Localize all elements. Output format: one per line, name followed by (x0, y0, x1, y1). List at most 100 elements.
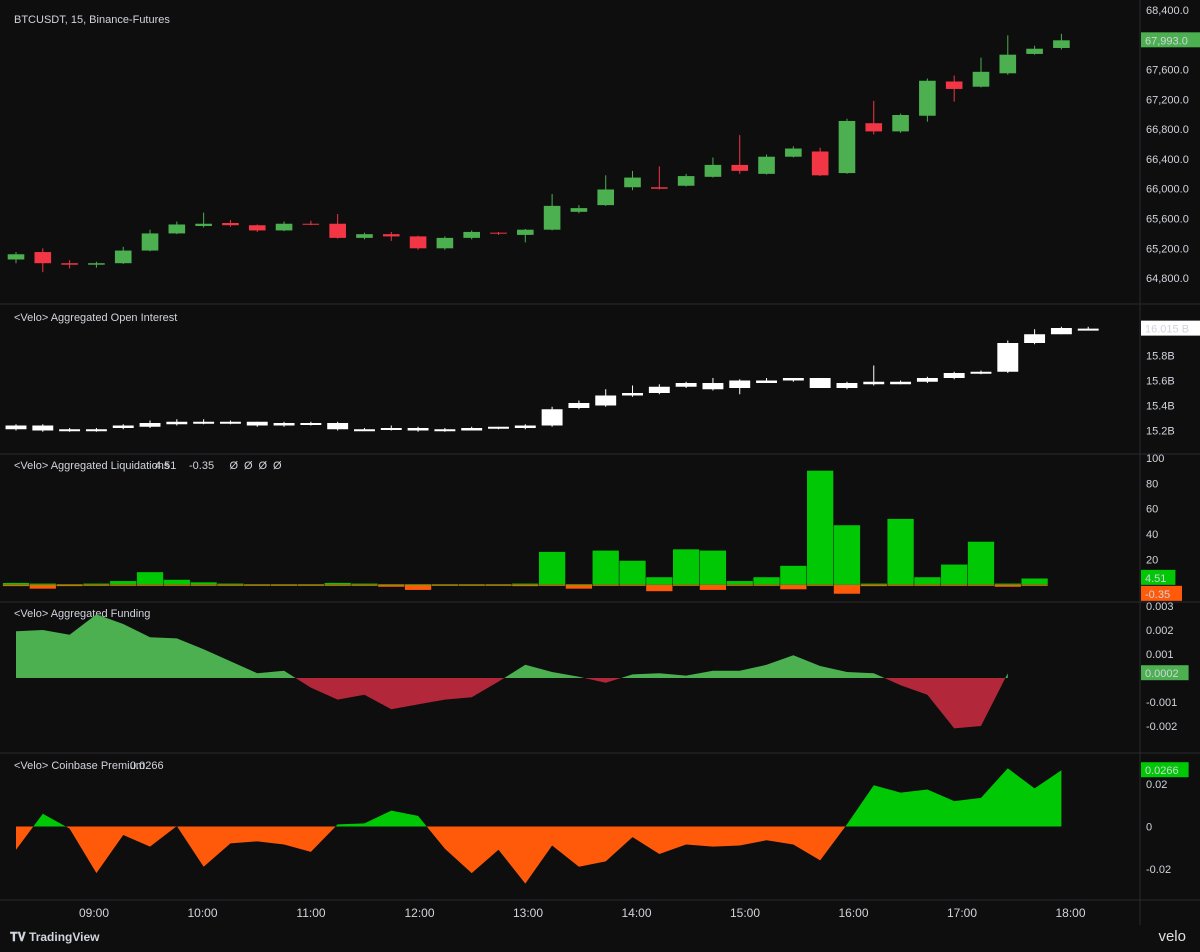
oi-candle (273, 423, 295, 426)
y-tick-label: 0 (1146, 822, 1152, 834)
y-tick-label: -0.001 (1146, 697, 1177, 709)
liquidation-long-bar (1021, 578, 1048, 585)
price-candle (409, 236, 427, 249)
oi-candle (1024, 334, 1046, 343)
last-value-label: 0.0002 (1145, 668, 1179, 680)
price-candle (865, 123, 883, 132)
liquidation-long-bar (431, 584, 459, 586)
time-axis-label: 13:00 (513, 906, 543, 920)
liquidation-short-bar (699, 584, 727, 590)
oi-candle (514, 425, 536, 428)
oi-candle (219, 421, 241, 424)
price-candle (34, 252, 52, 264)
oi-candle (782, 378, 804, 381)
liquidations-legend-value: 4.51 (155, 460, 176, 472)
price-candle (999, 54, 1017, 74)
oi-candle (1050, 328, 1072, 335)
liquidation-long-bar (297, 584, 324, 586)
oi-candle (193, 421, 215, 424)
oi-candle (300, 423, 322, 425)
y-tick-label: 100 (1146, 453, 1164, 465)
liquidation-long-bar (217, 583, 244, 585)
funding (16, 614, 1008, 729)
price-candle (88, 263, 105, 265)
price-candle (516, 229, 534, 235)
oi-candle (809, 378, 831, 388)
oi-candle (863, 381, 885, 385)
price-candle (382, 234, 400, 237)
liquidation-long-bar (351, 583, 378, 585)
oi-candle (32, 425, 54, 431)
time-axis-label: 17:00 (947, 906, 977, 920)
liquidation-long-bar (29, 583, 56, 585)
oi-candle (112, 425, 134, 428)
y-tick-label: 40 (1146, 529, 1158, 541)
pane-title-liquidations: <Velo> Aggregated Liquidations (14, 460, 170, 472)
y-tick-label: 0.002 (1146, 625, 1174, 637)
y-tick-label: 68,400.0 (1146, 5, 1189, 17)
liquidation-short-bar (726, 584, 753, 586)
oi-candle (943, 373, 965, 378)
price-candle (1026, 48, 1043, 54)
liquidation-long-bar (270, 584, 298, 586)
price-candle (195, 223, 212, 226)
oi-candle (836, 383, 858, 388)
oi-candle (461, 428, 483, 431)
liquidation-short-bar (860, 584, 887, 587)
oi-candle (729, 380, 751, 388)
price-candle (61, 263, 78, 265)
premium-positive-area (16, 768, 1062, 827)
premium-legend-value: 0.0266 (130, 760, 164, 772)
premium-negative-area (16, 826, 1062, 884)
liquidation-short-bar (967, 584, 995, 586)
price-candle (168, 224, 186, 234)
oi-candle (702, 383, 724, 390)
price-candle (838, 120, 856, 174)
oi-candle (756, 380, 777, 383)
liquidation-short-bar (565, 584, 593, 589)
price-pane (7, 33, 1070, 273)
oi-candle (916, 378, 938, 382)
time-axis-label: 18:00 (1055, 906, 1085, 920)
liquidation-short-bar (351, 584, 378, 586)
y-tick-label: 15.6B (1146, 376, 1175, 388)
oi-candle (5, 425, 27, 430)
funding-negative-area (16, 678, 1008, 729)
price-candle (302, 223, 320, 225)
liquidation-long-bar (592, 550, 619, 585)
time-axis-label: 11:00 (296, 906, 325, 920)
liquidation-long-bar (244, 584, 271, 586)
last-value-label: 0.0266 (1145, 765, 1179, 777)
price-candle (543, 205, 561, 230)
premium (16, 768, 1062, 884)
liquidation-long-bar (83, 583, 110, 585)
chart-canvas[interactable]: BTCUSDT, 15, Binance-Futures 68,400.0 67,6… (0, 0, 1200, 925)
oi-candle (675, 383, 697, 387)
time-axis-label: 12:00 (404, 906, 434, 920)
liquidation-long-bar (967, 541, 995, 585)
price-candle (919, 80, 936, 116)
liquidation-long-bar (136, 572, 164, 585)
liquidation-long-bar (807, 470, 834, 585)
liquidation-long-bar (190, 582, 217, 585)
price-candle (463, 231, 480, 238)
price-candle (892, 115, 909, 132)
liquidation-short-bar (270, 584, 298, 586)
liquidation-long-bar (324, 582, 351, 585)
liquidation-short-bar (914, 584, 941, 586)
liquidation-long-bar (565, 584, 593, 586)
price-candle (436, 237, 454, 249)
price-candle (7, 254, 25, 260)
liquidation-short-bar (190, 584, 217, 586)
y-tick-label: -0.02 (1146, 864, 1171, 876)
liquidation-short-bar (404, 584, 432, 590)
oi-candle (970, 371, 992, 374)
liquidation-long-bar (833, 525, 861, 585)
price-candle (651, 187, 668, 189)
liquidation-short-bar (29, 584, 56, 589)
oi-candle (890, 381, 912, 385)
price-candle (248, 225, 266, 231)
last-value-label: 67,993.0 (1145, 35, 1188, 47)
price-candle (490, 232, 507, 234)
